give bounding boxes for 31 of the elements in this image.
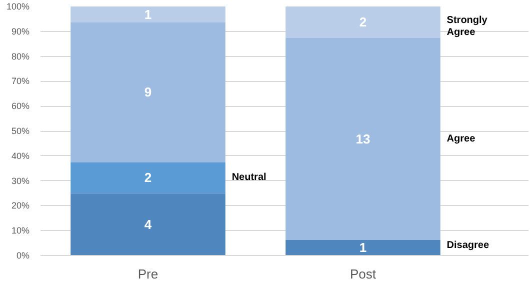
series-label: Agree — [446, 133, 476, 144]
bar — [70, 193, 226, 256]
y-tick-label: 70% — [11, 76, 30, 86]
y-tick-label: 30% — [11, 176, 30, 186]
y-tick-label: 50% — [11, 126, 30, 136]
y-tick-label: 0% — [16, 250, 30, 260]
series-label: Disagree — [446, 240, 490, 252]
bar — [286, 38, 440, 240]
annotation: 2 — [144, 170, 152, 186]
y-tick-label: 100% — [6, 2, 30, 12]
y-tick-label: 40% — [11, 150, 30, 161]
series-label: Neutral — [232, 172, 267, 184]
bar — [70, 22, 226, 162]
y-tick-label: 80% — [11, 51, 30, 62]
annotation: 1 — [144, 6, 152, 22]
y-tick-label: 90% — [11, 26, 30, 36]
bar — [286, 6, 440, 38]
annotation: 9 — [144, 84, 152, 100]
x-tick-label: Post — [350, 266, 376, 282]
bar — [70, 162, 226, 194]
annotation: 13 — [356, 131, 370, 146]
y-tick-label: 20% — [11, 200, 30, 211]
y-tick-label: 60% — [11, 101, 30, 112]
annotation: 4 — [144, 216, 152, 232]
bar — [286, 240, 440, 256]
x-tick-label: Pre — [138, 266, 158, 282]
y-tick-label: 10% — [11, 226, 30, 236]
series-label: Strongly Agree — [446, 14, 488, 38]
bar — [70, 6, 226, 22]
annotation: 1 — [359, 240, 367, 256]
annotation: 2 — [359, 14, 367, 30]
